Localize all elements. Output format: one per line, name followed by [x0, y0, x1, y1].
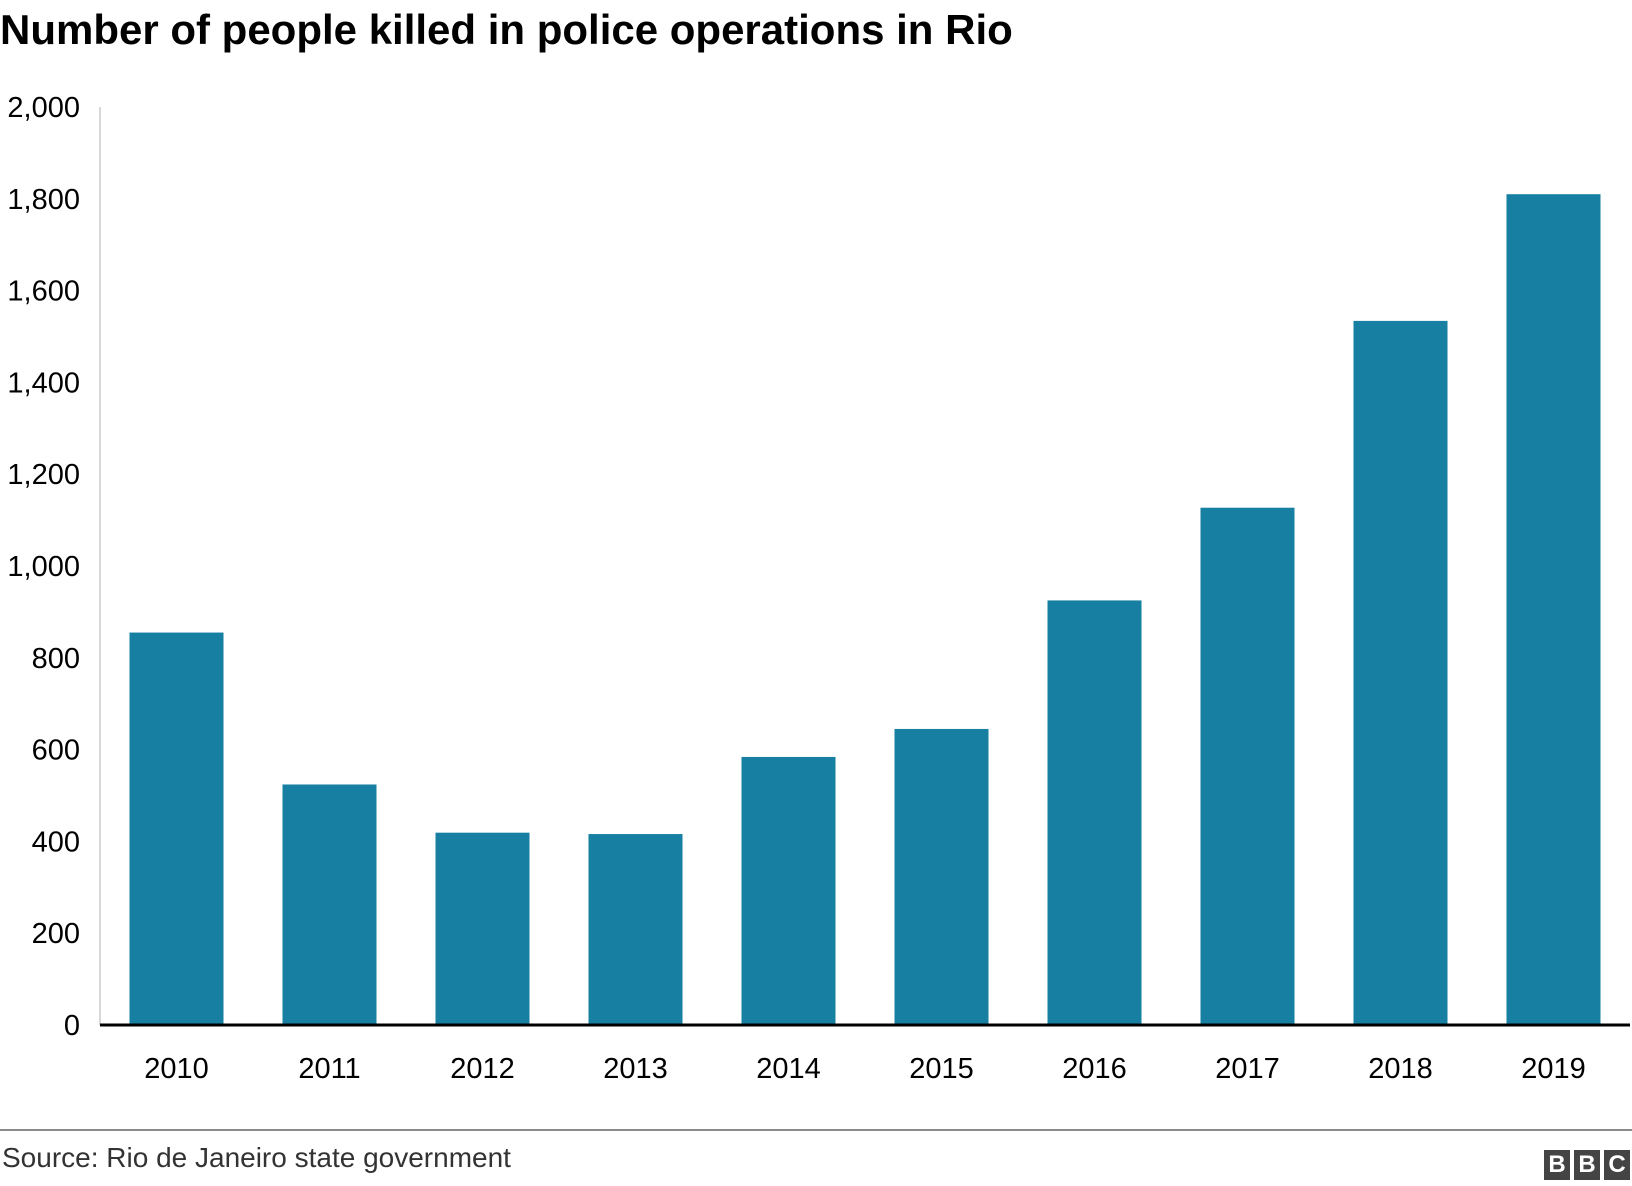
y-tick-label: 0 [64, 1010, 80, 1042]
bbc-logo-letter: C [1604, 1150, 1630, 1180]
footer-divider [0, 1129, 1632, 1131]
y-tick-label: 1,000 [7, 551, 80, 583]
x-tick-label: 2011 [298, 1053, 360, 1085]
y-tick-label: 2,000 [7, 92, 80, 124]
bar [588, 834, 683, 1025]
x-tick-label: 2019 [1521, 1053, 1586, 1085]
x-tick-label: 2012 [450, 1053, 515, 1085]
x-tick-label: 2010 [144, 1053, 209, 1085]
y-tick-label: 600 [32, 735, 80, 767]
y-tick-label: 1,200 [7, 459, 80, 491]
y-tick-label: 1,400 [7, 367, 80, 399]
y-tick-label: 1,600 [7, 276, 80, 308]
bar [1047, 600, 1142, 1025]
bar [894, 728, 989, 1025]
chart-title: Number of people killed in police operat… [0, 6, 1013, 53]
y-tick-label: 800 [32, 643, 80, 675]
bar [1200, 507, 1295, 1025]
y-tick-label: 200 [32, 918, 80, 950]
x-tick-label: 2016 [1062, 1053, 1127, 1085]
x-tick-label: 2018 [1368, 1053, 1433, 1085]
x-tick-label: 2017 [1215, 1053, 1280, 1085]
x-tick-label: 2013 [603, 1053, 668, 1085]
bar [435, 832, 530, 1025]
bar [1353, 320, 1448, 1025]
bar [1506, 194, 1601, 1025]
x-tick-label: 2014 [756, 1053, 821, 1085]
y-tick-label: 1,800 [7, 184, 80, 216]
source-note: Source: Rio de Janeiro state government [2, 1142, 511, 1173]
bar [129, 632, 224, 1025]
y-tick-label: 400 [32, 826, 80, 858]
bar-chart: 0 200 400 600 800 1,000 1,200 1,400 1,600 1,800 2,… [7, 92, 1630, 1085]
bar [282, 784, 377, 1025]
bar [741, 756, 836, 1025]
bbc-logo-letter: B [1544, 1150, 1570, 1180]
bbc-logo-letter: B [1574, 1150, 1600, 1180]
x-tick-label: 2015 [909, 1053, 974, 1085]
bbc-logo: B B C [1544, 1150, 1630, 1180]
